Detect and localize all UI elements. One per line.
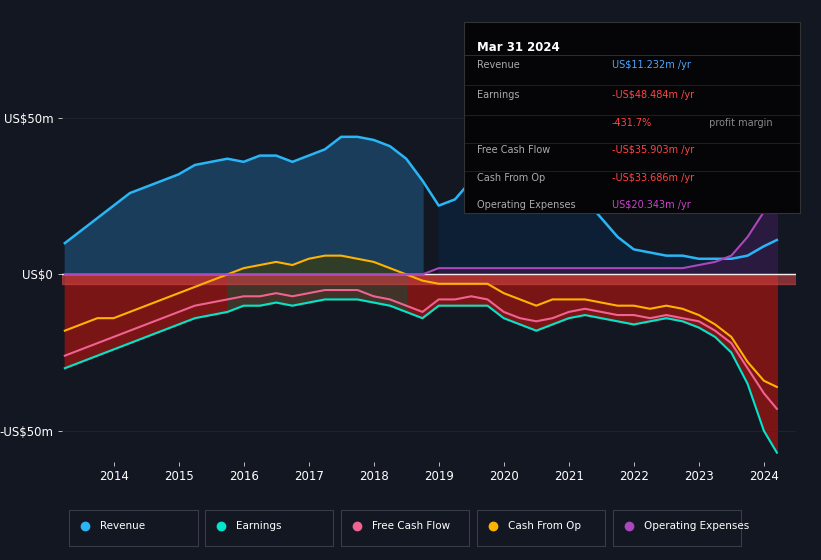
FancyBboxPatch shape xyxy=(69,510,198,546)
Text: Earnings: Earnings xyxy=(236,521,282,531)
Text: -US$33.686m /yr: -US$33.686m /yr xyxy=(612,173,694,183)
Text: Cash From Op: Cash From Op xyxy=(507,521,580,531)
Bar xyxy=(62,274,796,284)
Text: Revenue: Revenue xyxy=(477,60,520,71)
Text: US$11.232m /yr: US$11.232m /yr xyxy=(612,60,690,71)
Text: -431.7%: -431.7% xyxy=(612,118,652,128)
Text: Earnings: Earnings xyxy=(477,90,520,100)
Text: Cash From Op: Cash From Op xyxy=(477,173,546,183)
Text: Free Cash Flow: Free Cash Flow xyxy=(477,145,551,155)
FancyBboxPatch shape xyxy=(341,510,470,546)
Text: profit margin: profit margin xyxy=(706,118,773,128)
FancyBboxPatch shape xyxy=(205,510,333,546)
Text: US$20.343m /yr: US$20.343m /yr xyxy=(612,200,690,211)
Text: Free Cash Flow: Free Cash Flow xyxy=(372,521,450,531)
Text: Operating Expenses: Operating Expenses xyxy=(477,200,576,211)
Text: -US$48.484m /yr: -US$48.484m /yr xyxy=(612,90,694,100)
FancyBboxPatch shape xyxy=(612,510,741,546)
Text: Operating Expenses: Operating Expenses xyxy=(644,521,749,531)
FancyBboxPatch shape xyxy=(477,510,605,546)
Text: Mar 31 2024: Mar 31 2024 xyxy=(477,41,560,54)
Text: -US$35.903m /yr: -US$35.903m /yr xyxy=(612,145,695,155)
Text: Revenue: Revenue xyxy=(100,521,145,531)
